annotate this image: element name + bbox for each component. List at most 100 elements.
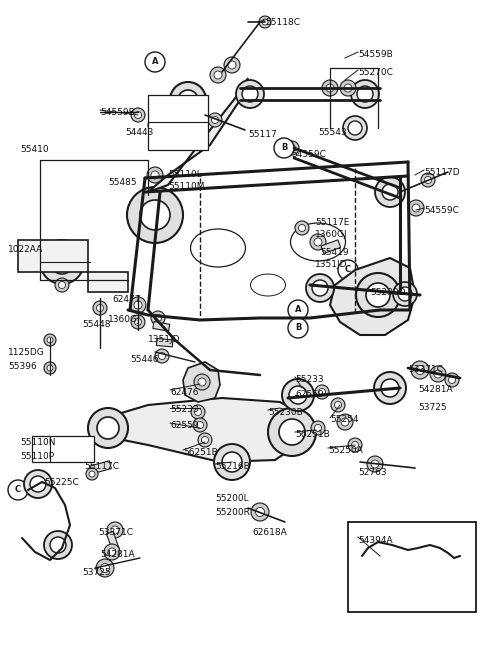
Circle shape (285, 141, 299, 155)
Circle shape (411, 361, 429, 379)
Ellipse shape (140, 200, 170, 230)
Ellipse shape (348, 121, 362, 135)
Ellipse shape (366, 283, 390, 307)
Circle shape (337, 414, 353, 430)
Ellipse shape (282, 379, 314, 411)
Text: 54394A: 54394A (358, 536, 393, 545)
Text: 55225C: 55225C (44, 478, 79, 487)
Text: 55543: 55543 (318, 128, 347, 137)
Circle shape (421, 173, 435, 187)
Text: 55233: 55233 (170, 405, 199, 414)
Text: B: B (295, 324, 301, 333)
Polygon shape (183, 362, 220, 402)
Text: 55446: 55446 (130, 355, 158, 364)
Circle shape (44, 334, 56, 346)
Text: A: A (295, 305, 301, 314)
Text: 53725: 53725 (418, 403, 446, 412)
Circle shape (311, 421, 325, 435)
Circle shape (148, 118, 162, 132)
Ellipse shape (279, 419, 305, 445)
Text: 55448: 55448 (82, 320, 110, 329)
Ellipse shape (356, 273, 400, 317)
Text: 55233: 55233 (295, 375, 324, 384)
Circle shape (131, 315, 145, 329)
Text: 62618A: 62618A (252, 528, 287, 537)
Circle shape (194, 374, 210, 390)
Ellipse shape (127, 187, 183, 243)
Text: 54559B: 54559B (358, 50, 393, 59)
Bar (348, 522, 476, 612)
Circle shape (158, 108, 172, 122)
Circle shape (89, 471, 95, 477)
Circle shape (196, 421, 204, 428)
Circle shape (93, 301, 107, 315)
Text: 55200L: 55200L (215, 494, 249, 503)
Text: 54559C: 54559C (424, 206, 459, 215)
Circle shape (341, 418, 349, 426)
Circle shape (299, 225, 305, 232)
Circle shape (338, 260, 358, 280)
Circle shape (208, 113, 222, 127)
Circle shape (134, 111, 142, 118)
Text: 54559C: 54559C (291, 150, 326, 159)
Text: 55216B: 55216B (215, 462, 250, 471)
Text: 55110N: 55110N (20, 438, 56, 447)
Text: 55270C: 55270C (358, 68, 393, 77)
Circle shape (348, 438, 362, 452)
Text: 55396: 55396 (8, 362, 37, 371)
Text: 54443: 54443 (125, 128, 154, 137)
Ellipse shape (50, 537, 66, 553)
Circle shape (151, 311, 165, 325)
Circle shape (288, 145, 296, 152)
Circle shape (331, 398, 345, 412)
Circle shape (86, 468, 98, 480)
Text: A: A (152, 57, 158, 66)
Ellipse shape (382, 184, 398, 200)
Circle shape (198, 433, 212, 447)
Text: 1360GJ: 1360GJ (315, 230, 348, 239)
Text: 55485: 55485 (108, 178, 137, 187)
Circle shape (8, 480, 28, 500)
Text: 55117D: 55117D (424, 168, 460, 177)
Text: 54281A: 54281A (100, 550, 134, 559)
Text: 55419: 55419 (320, 248, 348, 257)
Circle shape (314, 238, 322, 246)
Bar (321, 240, 341, 253)
Circle shape (111, 526, 119, 534)
Circle shape (319, 389, 325, 396)
Text: C: C (345, 266, 351, 275)
Circle shape (134, 318, 142, 326)
Bar (153, 322, 170, 331)
Text: 1360GJ: 1360GJ (108, 315, 141, 324)
Circle shape (130, 297, 146, 313)
Circle shape (315, 385, 329, 399)
Circle shape (310, 234, 326, 250)
Circle shape (340, 80, 356, 96)
Ellipse shape (381, 379, 399, 397)
Polygon shape (98, 398, 310, 462)
Ellipse shape (289, 386, 307, 404)
Text: 55200R: 55200R (215, 508, 250, 517)
Bar (148, 95, 208, 150)
Ellipse shape (306, 274, 334, 302)
Ellipse shape (398, 287, 412, 301)
Ellipse shape (222, 452, 242, 472)
Circle shape (131, 108, 145, 122)
Polygon shape (18, 240, 128, 292)
Circle shape (314, 424, 322, 432)
Text: 55230B: 55230B (268, 408, 303, 417)
Ellipse shape (236, 80, 264, 108)
Bar (90, 461, 111, 474)
Circle shape (322, 80, 338, 96)
Circle shape (448, 376, 456, 383)
Circle shape (134, 301, 142, 309)
Circle shape (44, 362, 56, 374)
Circle shape (255, 508, 264, 516)
Text: 54281A: 54281A (418, 385, 453, 394)
Circle shape (194, 408, 202, 415)
Ellipse shape (393, 282, 417, 306)
Text: 62559: 62559 (170, 421, 199, 430)
Ellipse shape (312, 280, 328, 296)
Ellipse shape (351, 80, 379, 108)
Circle shape (295, 221, 309, 235)
